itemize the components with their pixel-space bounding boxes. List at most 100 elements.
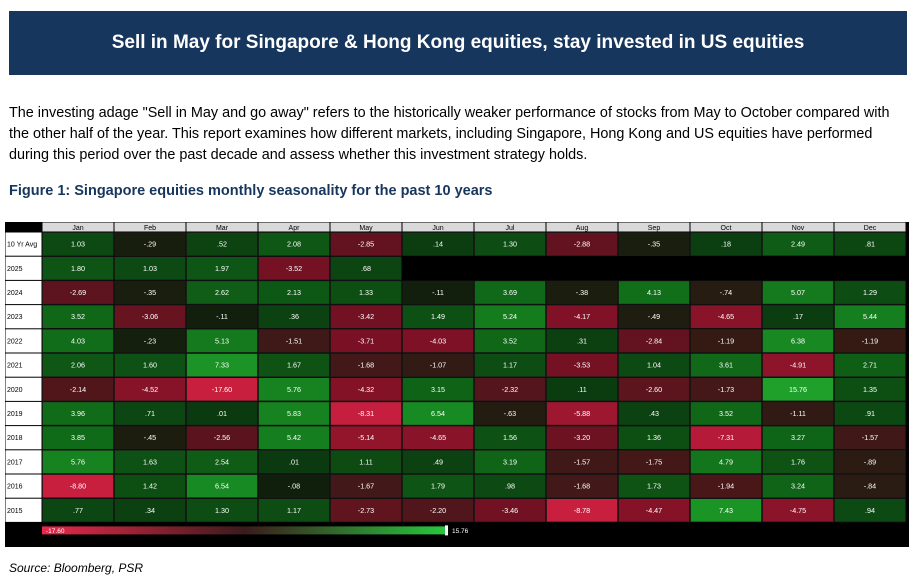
cell-value: 7.43 [719, 506, 733, 515]
cell-value: 1.03 [143, 264, 157, 273]
cell-value: .98 [505, 482, 515, 491]
cell-value: 3.69 [503, 288, 517, 297]
heat-cell [42, 329, 114, 353]
cell-value: .36 [289, 312, 299, 321]
cell-value: 1.04 [647, 361, 661, 370]
heat-cell [834, 304, 906, 329]
heat-cell [762, 353, 834, 378]
cell-value: 3.85 [71, 433, 85, 442]
row-label: 2020 [7, 387, 23, 394]
heat-cell [402, 280, 474, 305]
cell-value: 1.30 [503, 240, 517, 249]
cell-value: -3.20 [574, 433, 590, 442]
col-header-cell [114, 222, 186, 232]
cell-value: 6.54 [431, 409, 445, 418]
cell-value: -4.47 [646, 506, 662, 515]
heat-cell [114, 377, 186, 402]
cell-value: .91 [865, 409, 875, 418]
heat-cell [618, 304, 690, 329]
heat-cell [114, 329, 186, 353]
heat-cell [186, 425, 258, 450]
heat-cell [762, 498, 834, 523]
cell-value: -4.17 [574, 312, 590, 321]
heat-cell [834, 232, 906, 257]
heat-cell [546, 498, 618, 523]
cell-value: 6.54 [215, 482, 229, 491]
heat-cell [258, 450, 330, 474]
row-label: 2016 [7, 484, 23, 491]
cell-value: 1.63 [143, 457, 157, 466]
heat-cell [546, 232, 618, 257]
cell-value: -.35 [648, 240, 660, 249]
heat-cell [402, 450, 474, 474]
heat-cell [834, 474, 906, 499]
heat-cell [114, 304, 186, 329]
heat-cell [402, 474, 474, 499]
heat-cell [690, 377, 762, 402]
heat-cell [258, 353, 330, 378]
cell-value: -1.19 [862, 336, 878, 345]
cell-value: -2.60 [646, 385, 662, 394]
cell-value: -1.07 [430, 361, 446, 370]
heat-cell [186, 329, 258, 353]
cell-value: 4.03 [71, 336, 85, 345]
heat-cell [474, 425, 546, 450]
heat-cell [330, 304, 402, 329]
heat-cell [330, 401, 402, 426]
heat-cell [402, 498, 474, 523]
row-label: 2019 [7, 411, 23, 418]
heat-cell [186, 498, 258, 523]
heat-cell [546, 304, 618, 329]
cell-value: 2.49 [791, 240, 805, 249]
cell-value: -.38 [576, 288, 588, 297]
col-header-cell [762, 222, 834, 232]
heat-cell [618, 232, 690, 257]
heat-cell [258, 474, 330, 499]
heat-cell [474, 377, 546, 402]
heat-cell [258, 498, 330, 523]
cell-value: -.84 [864, 482, 876, 491]
cell-value: -8.80 [70, 482, 86, 491]
cell-value: -1.68 [358, 361, 374, 370]
row-label-cell [5, 401, 42, 426]
heat-cell [546, 401, 618, 426]
cell-value: 5.07 [791, 288, 805, 297]
cell-value: 5.13 [215, 336, 229, 345]
heatmap: Jan Feb Mar Apr May Jun Jul Aug Sep Oct Nov Dec 10 Y… [5, 222, 909, 547]
cell-value: 3.52 [719, 409, 733, 418]
col-header-label: Dec [864, 225, 877, 232]
cell-value: 3.24 [791, 482, 805, 491]
col-header-cell [42, 222, 114, 232]
cell-value: -17.60 [212, 385, 232, 394]
cell-value: 1.67 [287, 361, 301, 370]
cell-value: .43 [649, 409, 659, 418]
heat-cell [402, 353, 474, 378]
heat-cell [114, 256, 186, 281]
heat-cell [42, 377, 114, 402]
scale-min-label: -17.60 [46, 528, 65, 535]
cell-value: -4.75 [790, 506, 806, 515]
cell-value: -.63 [504, 409, 516, 418]
row-label: 10 Yr Avg [7, 242, 37, 249]
heat-cell [258, 401, 330, 426]
heat-cell [186, 232, 258, 257]
col-header-label: Nov [792, 225, 805, 232]
cell-value: .11 [577, 385, 586, 394]
cell-value: 1.29 [863, 288, 877, 297]
cell-value: -7.31 [718, 433, 734, 442]
cell-value: -1.68 [574, 482, 590, 491]
cell-value: -.11 [216, 312, 228, 321]
figure-title: Figure 1: Singapore equities monthly sea… [9, 183, 493, 199]
heat-cell [402, 232, 474, 257]
cell-value: .18 [721, 240, 731, 249]
heat-cell [258, 280, 330, 305]
cell-value: -4.32 [358, 385, 374, 394]
heat-cell [186, 353, 258, 378]
cell-value: 3.27 [791, 433, 805, 442]
cell-value: -2.56 [214, 433, 230, 442]
row-label: 2021 [7, 363, 23, 370]
heat-cell [114, 474, 186, 499]
heat-cell [690, 474, 762, 499]
cell-value: -.11 [432, 288, 444, 297]
cell-value: 1.80 [71, 264, 85, 273]
